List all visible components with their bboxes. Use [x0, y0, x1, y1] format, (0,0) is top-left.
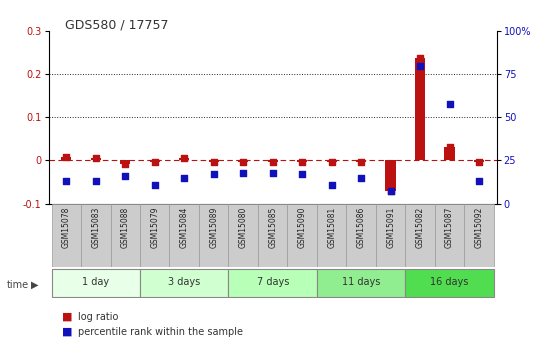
- Point: [446, 101, 454, 106]
- Point: [91, 178, 100, 184]
- Point: [151, 159, 159, 165]
- Text: GSM15091: GSM15091: [386, 207, 395, 248]
- Bar: [140, 204, 170, 267]
- Point: [121, 173, 130, 179]
- Bar: [111, 204, 140, 267]
- Text: ■: ■: [62, 327, 72, 337]
- Text: GSM15087: GSM15087: [445, 207, 454, 248]
- Bar: [170, 204, 199, 267]
- Bar: [267, 160, 278, 162]
- Point: [62, 154, 71, 160]
- Bar: [140, 269, 228, 297]
- Bar: [199, 204, 228, 267]
- Text: GSM15082: GSM15082: [416, 207, 424, 248]
- Text: 16 days: 16 days: [430, 277, 469, 287]
- Text: GSM15088: GSM15088: [121, 207, 130, 248]
- Text: GSM15089: GSM15089: [209, 207, 218, 248]
- Bar: [376, 204, 406, 267]
- Point: [327, 159, 336, 165]
- Bar: [238, 160, 248, 162]
- Bar: [258, 204, 287, 267]
- Point: [446, 145, 454, 150]
- Text: GDS580 / 17757: GDS580 / 17757: [65, 19, 168, 32]
- Text: GSM15081: GSM15081: [327, 207, 336, 248]
- Bar: [208, 160, 219, 162]
- Point: [357, 159, 366, 165]
- Bar: [150, 160, 160, 162]
- Point: [475, 159, 483, 165]
- Text: GSM15092: GSM15092: [475, 207, 484, 248]
- Bar: [297, 160, 307, 162]
- Point: [62, 178, 71, 184]
- Bar: [444, 148, 455, 160]
- Point: [268, 170, 277, 175]
- Point: [327, 182, 336, 187]
- Text: log ratio: log ratio: [78, 312, 119, 322]
- Text: ▶: ▶: [31, 280, 39, 289]
- Bar: [356, 160, 366, 162]
- Point: [210, 159, 218, 165]
- Bar: [317, 269, 406, 297]
- Text: GSM15086: GSM15086: [356, 207, 366, 248]
- Bar: [61, 157, 71, 160]
- Text: time: time: [6, 280, 29, 289]
- Point: [210, 171, 218, 177]
- Point: [239, 159, 247, 165]
- Text: GSM15079: GSM15079: [150, 207, 159, 248]
- Point: [151, 182, 159, 187]
- Point: [475, 178, 483, 184]
- Text: ■: ■: [62, 312, 72, 322]
- Text: percentile rank within the sample: percentile rank within the sample: [78, 327, 244, 337]
- Point: [91, 156, 100, 161]
- Bar: [347, 204, 376, 267]
- Point: [416, 56, 424, 61]
- Bar: [406, 269, 494, 297]
- Bar: [474, 160, 484, 162]
- Bar: [91, 158, 101, 160]
- Bar: [81, 204, 111, 267]
- Point: [298, 171, 307, 177]
- Bar: [464, 204, 494, 267]
- Point: [180, 156, 188, 161]
- Bar: [120, 160, 131, 164]
- Bar: [51, 269, 140, 297]
- Point: [298, 159, 307, 165]
- Bar: [435, 204, 464, 267]
- Text: 3 days: 3 days: [168, 277, 200, 287]
- Text: GSM15083: GSM15083: [91, 207, 100, 248]
- Point: [239, 170, 247, 175]
- Point: [416, 63, 424, 68]
- Bar: [327, 160, 337, 162]
- Bar: [179, 158, 190, 160]
- Bar: [228, 269, 317, 297]
- Point: [386, 189, 395, 194]
- Point: [357, 175, 366, 180]
- Text: 7 days: 7 days: [256, 277, 289, 287]
- Bar: [415, 58, 426, 160]
- Text: 11 days: 11 days: [342, 277, 380, 287]
- Point: [268, 159, 277, 165]
- Bar: [406, 204, 435, 267]
- Text: GSM15078: GSM15078: [62, 207, 71, 248]
- Point: [121, 161, 130, 167]
- Text: 1 day: 1 day: [82, 277, 109, 287]
- Text: GSM15080: GSM15080: [239, 207, 248, 248]
- Point: [180, 175, 188, 180]
- Bar: [317, 204, 347, 267]
- Text: GSM15084: GSM15084: [180, 207, 189, 248]
- Text: GSM15090: GSM15090: [298, 207, 307, 248]
- Text: GSM15085: GSM15085: [268, 207, 277, 248]
- Point: [386, 189, 395, 194]
- Bar: [386, 160, 396, 191]
- Bar: [51, 204, 81, 267]
- Bar: [228, 204, 258, 267]
- Bar: [287, 204, 317, 267]
